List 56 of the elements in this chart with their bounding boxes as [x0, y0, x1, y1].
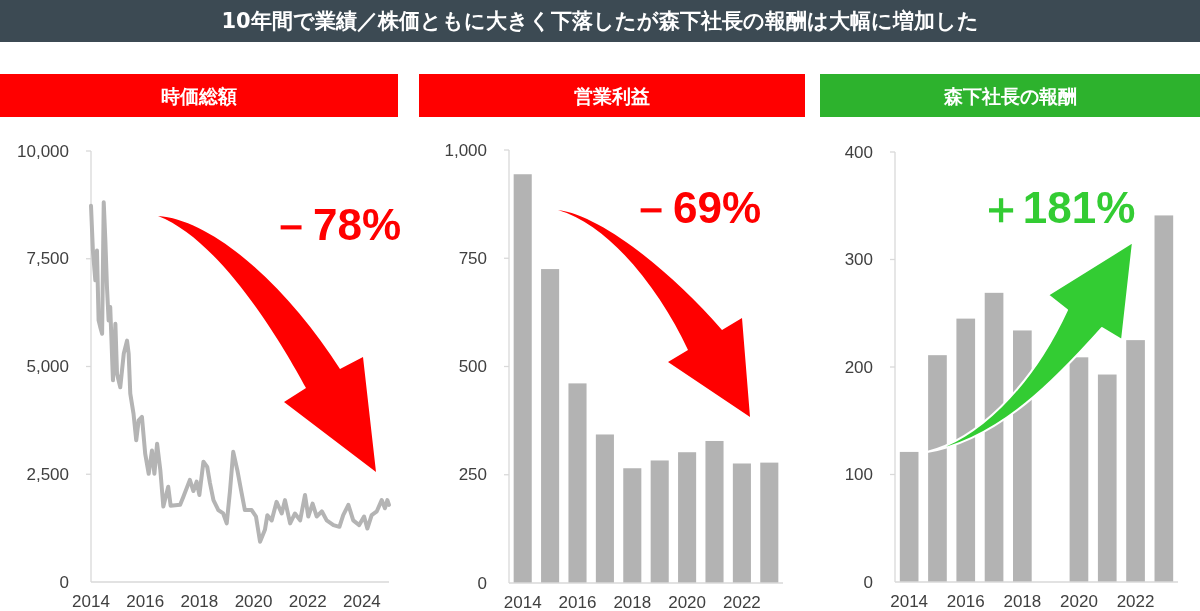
bar — [705, 440, 724, 583]
bar — [1069, 357, 1089, 582]
x-tick-label: 2020 — [668, 592, 707, 611]
x-tick-label: 2014 — [890, 591, 929, 611]
text: 10年間で業績／株価ともに大きく下落したが森下社長の報酬は大幅に増加した — [221, 9, 979, 33]
y-tick-label: 200 — [844, 357, 873, 377]
x-tick-label: 2022 — [1116, 591, 1155, 611]
annotation: －69% — [628, 183, 762, 232]
y-tick-label: 2,500 — [26, 464, 69, 484]
chart-title: 営業利益 — [574, 84, 650, 107]
y-tick-label: 0 — [477, 573, 487, 593]
bar — [595, 434, 614, 583]
bar — [650, 460, 669, 583]
y-tick-label: 250 — [458, 465, 487, 485]
bar — [928, 355, 947, 582]
x-tick-label: 2016 — [126, 591, 165, 611]
y-tick-label: 0 — [863, 572, 873, 592]
x-tick-label: 2024 — [343, 591, 381, 611]
bar — [541, 269, 560, 583]
bar — [760, 462, 779, 583]
bar — [899, 451, 919, 582]
annotation: ＋181% — [978, 183, 1136, 232]
bar — [678, 452, 697, 583]
y-tick-label: 7,500 — [26, 249, 69, 269]
bar — [513, 174, 532, 583]
y-tick-label: 500 — [458, 357, 487, 376]
y-tick-label: 1,000 — [444, 140, 487, 160]
y-tick-label: 400 — [844, 142, 873, 162]
y-tick-label: 5,000 — [26, 357, 69, 376]
x-tick-label: 2018 — [1003, 591, 1042, 611]
bar — [1097, 374, 1117, 582]
bar — [623, 468, 642, 583]
x-tick-label: 2014 — [72, 591, 110, 611]
y-tick-label: 100 — [844, 465, 873, 484]
chart-title: 森下社長の報酬 — [942, 84, 1077, 107]
bar — [1154, 215, 1174, 582]
annotation: －78% — [268, 200, 402, 249]
x-tick-label: 2022 — [288, 591, 327, 611]
y-tick-label: 300 — [844, 250, 873, 269]
y-tick-label: 750 — [458, 248, 487, 268]
bar — [984, 292, 1004, 582]
x-tick-label: 2018 — [613, 592, 652, 611]
x-tick-label: 2020 — [1060, 591, 1098, 611]
y-tick-label: 10,000 — [17, 141, 69, 161]
x-tick-label: 2016 — [946, 591, 985, 611]
x-tick-label: 2016 — [558, 592, 597, 611]
y-tick-label: 0 — [59, 572, 69, 592]
x-tick-label: 2014 — [503, 592, 542, 611]
bar — [956, 318, 976, 582]
bar — [732, 463, 751, 583]
bar — [568, 383, 587, 583]
x-tick-label: 2020 — [234, 591, 273, 611]
chart-title: 時価総額 — [161, 84, 237, 107]
bar — [1126, 340, 1145, 582]
x-tick-label: 2018 — [180, 591, 219, 611]
x-tick-label: 2022 — [722, 592, 761, 611]
